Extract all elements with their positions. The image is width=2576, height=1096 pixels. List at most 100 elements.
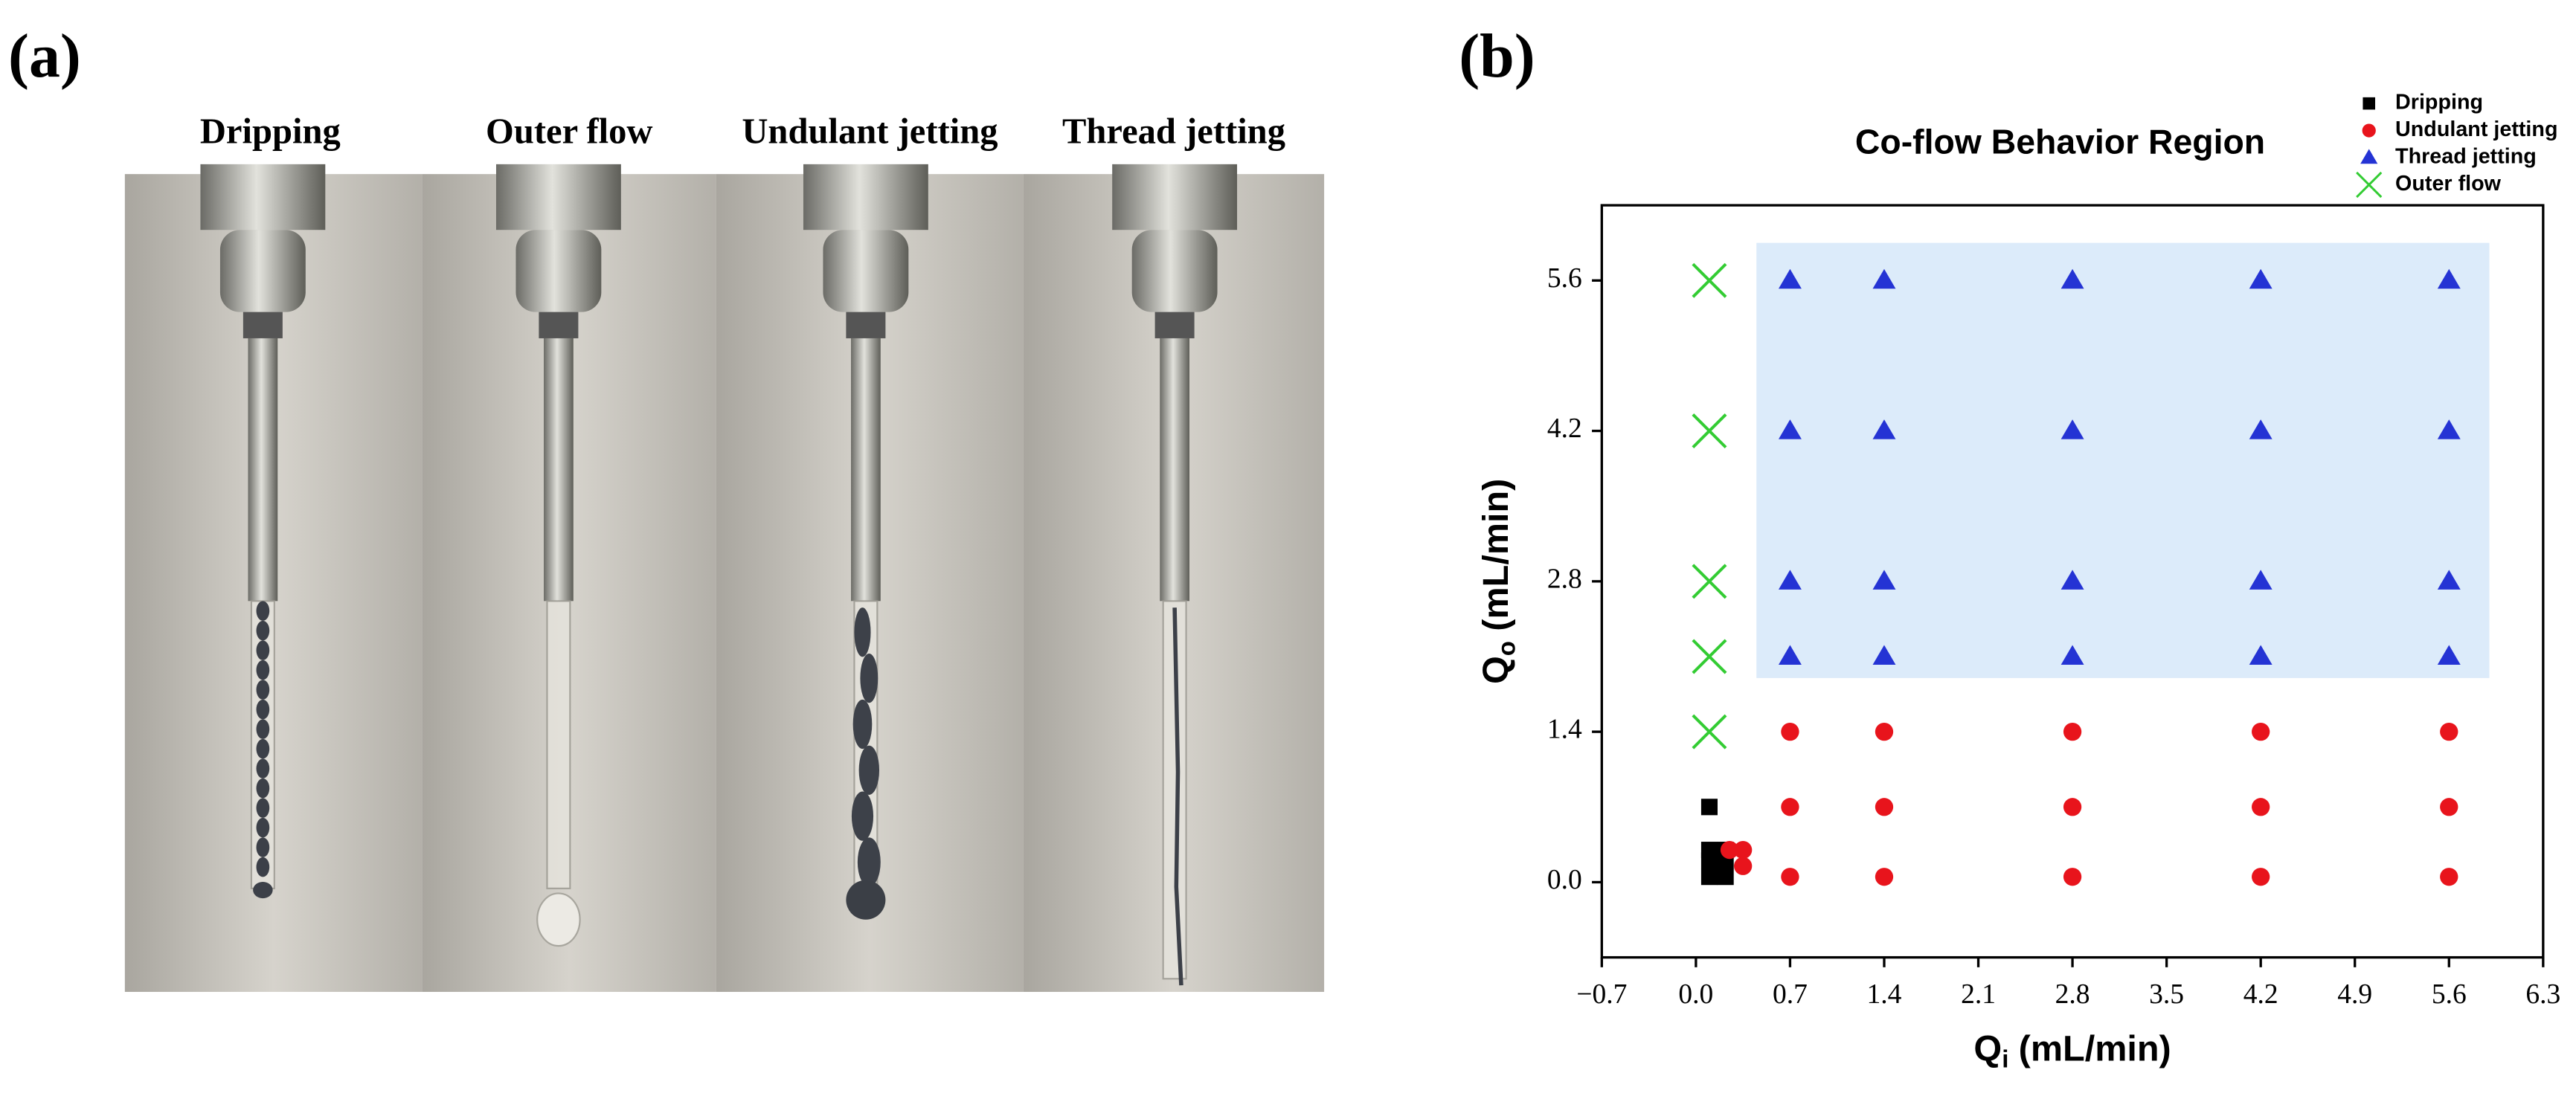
droplet bbox=[256, 620, 270, 641]
symbol: Q bbox=[1973, 1028, 2002, 1068]
jet-segment bbox=[858, 745, 880, 795]
marker-circle bbox=[2440, 722, 2458, 741]
x-tick-label: −0.7 bbox=[1576, 979, 1627, 1010]
marker-circle bbox=[2252, 722, 2270, 741]
droplet bbox=[256, 699, 270, 720]
droplet bbox=[256, 817, 270, 838]
needle-tube bbox=[1160, 338, 1189, 602]
x-tick-label: 4.9 bbox=[2337, 979, 2372, 1010]
photo-caption: Undulant jetting bbox=[742, 111, 998, 151]
droplet bbox=[256, 798, 270, 818]
marker-triangle bbox=[2249, 419, 2273, 439]
marker-circle bbox=[2252, 798, 2270, 816]
droplet bbox=[253, 881, 273, 899]
x-tick-label: 5.6 bbox=[2432, 979, 2467, 1010]
chart-title: Co-flow Behavior Region bbox=[1855, 123, 2265, 161]
legend-label: Undulant jetting bbox=[2395, 117, 2557, 141]
photo-caption: Thread jetting bbox=[1062, 111, 1285, 151]
xlabel-axis-label: Qi (mL/min) bbox=[1973, 1028, 2171, 1073]
subscript: i bbox=[2002, 1045, 2008, 1073]
unit: (mL/min) bbox=[2019, 1028, 2171, 1068]
marker-circle bbox=[2440, 798, 2458, 816]
y-tick-label: 1.4 bbox=[1547, 715, 1582, 745]
marker-triangle bbox=[2437, 268, 2461, 289]
marker-triangle bbox=[1872, 419, 1896, 439]
needle-hub bbox=[495, 164, 621, 231]
y-tick-label: 4.2 bbox=[1547, 413, 1582, 444]
symbol: Q bbox=[1476, 656, 1516, 684]
jet-segment bbox=[854, 607, 871, 657]
subscript: o bbox=[1493, 641, 1520, 656]
droplet bbox=[256, 601, 270, 621]
legend-label: Thread jetting bbox=[2395, 145, 2537, 169]
x-tick-label: 0.0 bbox=[1678, 979, 1713, 1010]
needle-hub bbox=[200, 164, 326, 231]
marker-triangle bbox=[2360, 149, 2378, 164]
drop-end bbox=[536, 892, 581, 947]
marker-circle bbox=[1781, 868, 1799, 886]
marker-circle bbox=[2063, 798, 2082, 816]
needle-nut bbox=[219, 230, 306, 312]
marker-x bbox=[1692, 714, 1727, 750]
marker-triangle bbox=[1778, 419, 1802, 439]
needle-tube bbox=[248, 338, 278, 602]
marker-circle bbox=[2362, 123, 2376, 138]
x-tick-label: 2.8 bbox=[2055, 979, 2090, 1010]
marker-triangle bbox=[1778, 645, 1802, 665]
x-tick-label: 3.5 bbox=[2149, 979, 2184, 1010]
marker-circle bbox=[1875, 722, 1894, 741]
marker-x bbox=[2356, 171, 2383, 199]
photo-panel: Dripping Outer flow Undulant jetting Thread… bbox=[124, 111, 1325, 992]
needle-tube bbox=[851, 338, 881, 602]
marker-triangle bbox=[1872, 570, 1896, 590]
marker-triangle bbox=[2061, 268, 2084, 289]
marker-triangle bbox=[2061, 645, 2084, 665]
marker-circle bbox=[1734, 840, 1753, 860]
marker-triangle bbox=[2437, 645, 2461, 665]
x-tick-label: 0.7 bbox=[1773, 979, 1808, 1010]
y-tick-label: 5.6 bbox=[1547, 263, 1582, 294]
needle-hub bbox=[803, 164, 928, 231]
marker-square bbox=[2363, 97, 2376, 110]
x-tick-label: 2.1 bbox=[1961, 979, 1996, 1010]
droplet bbox=[256, 680, 270, 700]
marker-triangle bbox=[1872, 645, 1896, 665]
droplet bbox=[256, 837, 270, 857]
droplet bbox=[256, 660, 270, 680]
marker-triangle bbox=[2437, 419, 2461, 439]
marker-circle bbox=[1875, 868, 1894, 886]
marker-circle bbox=[2063, 722, 2082, 741]
thread bbox=[1172, 607, 1183, 986]
marker-triangle bbox=[2249, 268, 2273, 289]
marker-triangle bbox=[1778, 268, 1802, 289]
droplet bbox=[256, 778, 270, 799]
marker-circle bbox=[1875, 798, 1894, 816]
jet-drop bbox=[846, 880, 886, 920]
y-tick-label: 2.8 bbox=[1547, 564, 1582, 594]
marker-x bbox=[1692, 262, 1727, 298]
marker-circle bbox=[1720, 840, 1739, 860]
marker-circle bbox=[2440, 868, 2458, 886]
droplet bbox=[256, 738, 270, 759]
needle-neck bbox=[846, 312, 886, 338]
x-tick-label: 4.2 bbox=[2243, 979, 2278, 1010]
photo-caption: Outer flow bbox=[486, 111, 652, 151]
jet-segment bbox=[860, 654, 879, 703]
jet-segment bbox=[852, 699, 873, 750]
x-tick-label: 6.3 bbox=[2525, 979, 2560, 1010]
droplet bbox=[256, 758, 270, 779]
marker-circle bbox=[2063, 868, 2082, 886]
droplet bbox=[256, 719, 270, 739]
photo-caption: Dripping bbox=[200, 111, 341, 151]
y-tick-label: 0.0 bbox=[1547, 865, 1582, 895]
marker-x bbox=[1692, 564, 1727, 599]
marker-triangle bbox=[2249, 570, 2273, 590]
marker-triangle bbox=[2061, 570, 2084, 590]
marker-square bbox=[1700, 852, 1718, 869]
jet-segment bbox=[857, 837, 881, 887]
jet-segment bbox=[851, 791, 874, 841]
unit: (mL/min) bbox=[1476, 479, 1516, 631]
droplet bbox=[256, 640, 270, 660]
